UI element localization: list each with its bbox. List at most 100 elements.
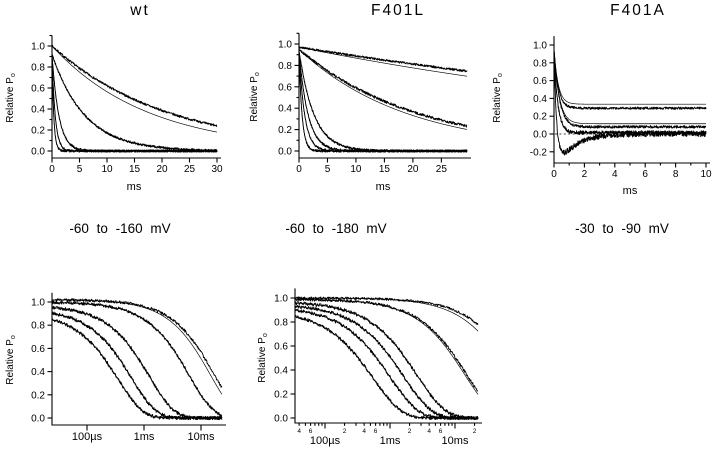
voltage-caption-f401a: -30 to -90 mV (575, 221, 669, 236)
fit-curve (51, 54, 217, 152)
y-tick-label: 1.0 (278, 40, 292, 51)
y-tick-label: 0.8 (31, 321, 45, 332)
y-axis-label: Relative Po (249, 72, 261, 122)
y-axis-label: Relative Po (5, 73, 17, 123)
x-tick-label: 10ms (442, 435, 469, 447)
x-minor-tick-label: 4 (297, 428, 301, 435)
x-tick-label: 5 (325, 164, 331, 175)
fit-curve (294, 316, 479, 419)
x-minor-tick-label: 4 (362, 428, 366, 435)
data-trace (51, 298, 223, 388)
x-tick-label: 30 (211, 164, 223, 175)
x-minor-tick-label: 6 (374, 428, 378, 435)
y-tick-label: 0.4 (31, 367, 45, 378)
data-trace (51, 44, 218, 128)
fit-curve (51, 45, 218, 133)
y-tick-label: 0.4 (278, 104, 292, 115)
x-tick-label: 10 (700, 169, 712, 180)
wt-log-plot: 0.0 0.2 0.4 0.6 0.8 1.0 100µs 1ms 10ms Relative P… (5, 292, 226, 443)
y-axis-label: Relative Po (257, 333, 269, 383)
fit-curve (553, 49, 706, 105)
data-trace (51, 56, 218, 153)
x-tick-label: 100µs (72, 431, 103, 443)
fit-curve (553, 49, 706, 125)
x-tick-label: 1ms (380, 435, 401, 447)
x-tick-label: 2 (582, 169, 588, 180)
y-tick-label: 0.2 (31, 390, 45, 401)
y-tick-label: 0.0 (31, 414, 45, 425)
data-trace (51, 305, 223, 421)
x-tick-label: 20 (156, 164, 168, 175)
x-minor-tick-label: 2 (473, 428, 477, 435)
data-trace (294, 297, 479, 392)
x-tick-label: 4 (612, 169, 618, 180)
y-tick-label: 0.4 (274, 366, 288, 377)
y-tick-label: 0.6 (278, 82, 292, 93)
x-minor-tick-label: 6 (309, 428, 313, 435)
y-tick-label: 0.0 (31, 147, 45, 158)
fit-curve (294, 299, 479, 395)
fit-curve (51, 54, 218, 151)
y-tick-label: 0.6 (274, 342, 288, 353)
fit-curve (51, 319, 222, 419)
y-tick-label: 0.8 (278, 61, 292, 72)
fit-curve (51, 56, 217, 152)
y-tick-label: 0.0 (278, 147, 292, 158)
x-tick-label: 5 (77, 164, 83, 175)
wt-linear-plot: 0.0 0.2 0.4 0.6 0.8 1.0 0 5 10 15 20 25 30 ms Relative… (5, 34, 223, 193)
data-trace (553, 50, 707, 110)
fit-curve (51, 307, 222, 419)
x-tick-label: 1ms (134, 431, 155, 443)
y-tick-label: 0.8 (31, 63, 45, 74)
y-tick-label: 0.0 (533, 130, 547, 141)
x-tick-label: 15 (379, 164, 391, 175)
chart-wt-decay-log: 0.0 0.2 0.4 0.6 0.8 1.0 100µs 1ms 10ms Relative P… (0, 260, 250, 452)
data-trace (298, 55, 468, 153)
y-tick-label: 0.6 (533, 76, 547, 87)
x-tick-label: 0 (296, 164, 302, 175)
data-trace (294, 296, 479, 326)
data-trace (294, 301, 479, 420)
fit-curve (298, 46, 468, 77)
axes (290, 288, 482, 429)
data-trace (51, 311, 223, 421)
fit-curve (298, 49, 468, 130)
y-tick-label: -0.2 (530, 147, 548, 158)
y-tick-label: 0.2 (31, 126, 45, 137)
chart-f401l-decay-log: 0.0 0.2 0.4 0.6 0.8 1.0 100µs 1ms 10ms 4 6 2 4 6 2 4 6 2 R… (250, 260, 510, 452)
x-axis-label: ms (376, 181, 391, 193)
y-tick-label: 0.2 (533, 112, 547, 123)
y-tick-label: 0.8 (533, 58, 547, 69)
x-axis-label: ms (127, 181, 142, 193)
x-tick-label: 6 (642, 169, 648, 180)
x-tick-label: 8 (673, 169, 679, 180)
panel-title-wt: wt (130, 2, 150, 19)
x-tick-label: 10 (101, 164, 113, 175)
data-trace (553, 49, 707, 129)
y-tick-label: 1.0 (31, 42, 45, 53)
chart-f401a-decay: -0.2 0.0 0.2 0.4 0.6 0.8 1.0 0 2 4 6 8 10 ms Relative … (480, 0, 720, 235)
y-tick-label: 0.6 (31, 344, 45, 355)
axes (47, 292, 226, 431)
f401a-linear-plot: -0.2 0.0 0.2 0.4 0.6 0.8 1.0 0 2 4 6 8 10 ms Relative … (492, 36, 712, 197)
x-tick-label: 0 (49, 164, 55, 175)
y-tick-label: 1.0 (31, 298, 45, 309)
data-trace (553, 48, 707, 156)
data-trace (298, 45, 468, 73)
chart-f401l-decay: 0.0 0.2 0.4 0.6 0.8 1.0 0 5 10 15 20 25 ms Relative P… (240, 0, 480, 235)
fit-curve (51, 302, 223, 416)
x-axis-label: ms (623, 185, 638, 197)
x-tick-label: 25 (436, 164, 448, 175)
panel-title-f401a: F401A (610, 2, 666, 19)
chart-wt-decay: 0.0 0.2 0.4 0.6 0.8 1.0 0 5 10 15 20 25 30 ms Relative… (0, 0, 240, 235)
f401l-linear-plot: 0.0 0.2 0.4 0.6 0.8 1.0 0 5 10 15 20 25 ms Relative P… (249, 32, 471, 193)
x-tick-label: 20 (407, 164, 419, 175)
data-trace (51, 300, 223, 417)
y-tick-label: 0.4 (533, 94, 547, 105)
fit-curve (51, 312, 222, 419)
data-trace (51, 57, 218, 153)
y-tick-label: 0.6 (31, 84, 45, 95)
x-minor-tick-label: 2 (408, 428, 412, 435)
x-tick-label: 10ms (188, 431, 215, 443)
